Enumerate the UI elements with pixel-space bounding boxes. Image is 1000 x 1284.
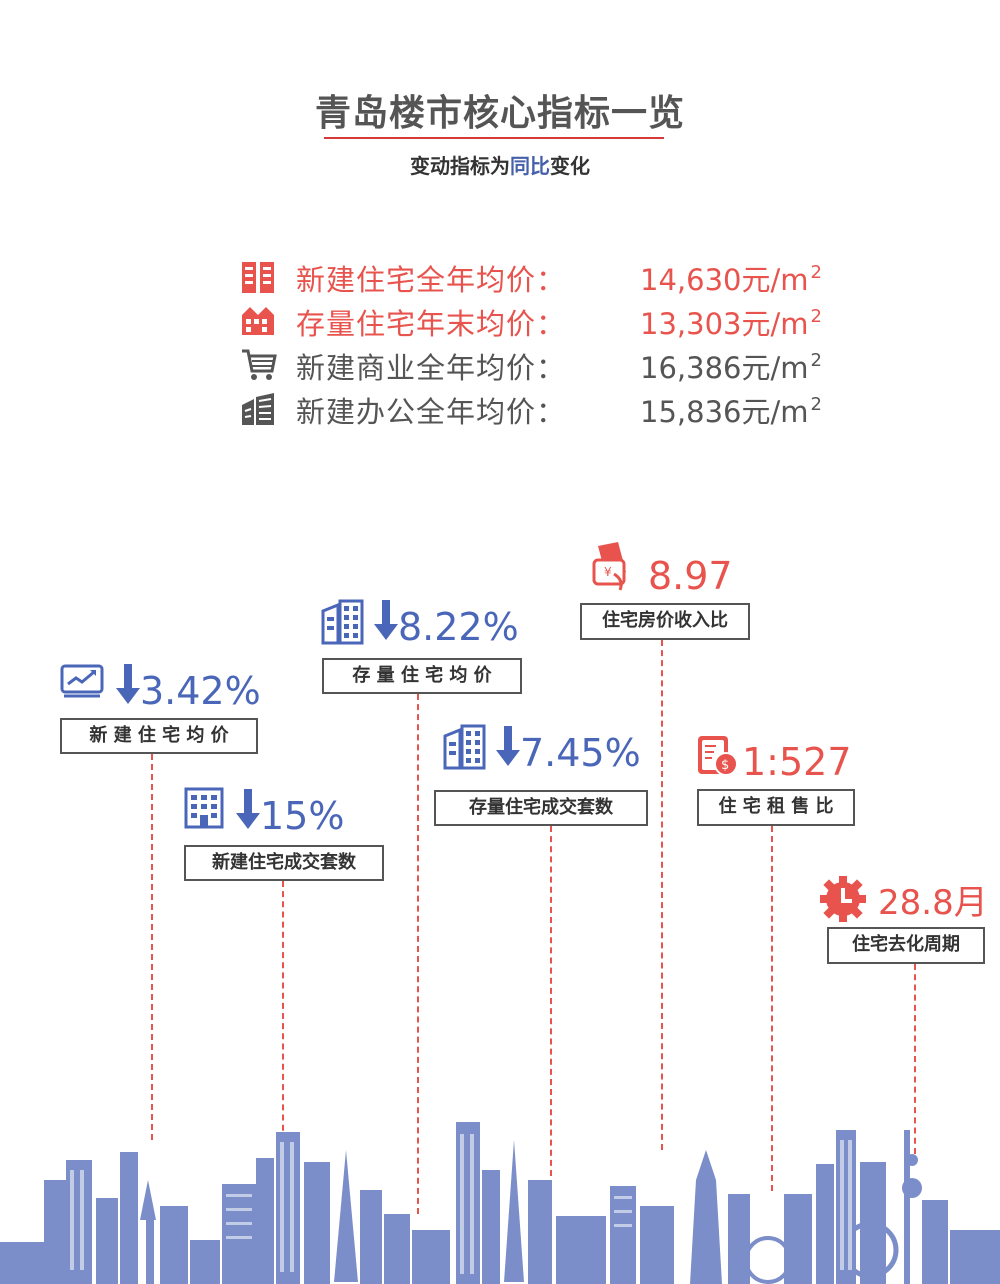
indicator-label-rent-sale: 住 宅 租 售 比 <box>697 789 855 826</box>
buildings-icon <box>321 599 364 645</box>
house-row-icon <box>242 307 274 335</box>
arrow-down-icon <box>374 600 398 640</box>
office-building-icon <box>242 393 274 425</box>
metric-row-new-office: 新建办公全年均价： 15,836元/m 2 <box>240 389 840 429</box>
metric-value: 15,836元/m 2 <box>640 394 822 429</box>
indicator-label-destock-cycle: 住宅去化周期 <box>827 927 985 964</box>
indicator-value-stock-res-price: 8.22% <box>374 600 519 646</box>
city-skyline-illustration <box>0 1122 1000 1284</box>
indicator-label-stock-res-price: 存 量 住 宅 均 价 <box>322 658 522 694</box>
connector-line <box>661 640 663 1150</box>
money-card-icon: ¥ <box>592 542 626 591</box>
clock-gear-icon <box>820 876 866 922</box>
indicator-value-new-res-volume: 15% <box>236 789 344 835</box>
connector-line <box>550 826 552 1176</box>
indicator-label-stock-res-volume: 存量住宅成交套数 <box>434 790 648 826</box>
indicator-value-rent-sale: 1:527 <box>742 740 852 784</box>
page-title: 青岛楼市核心指标一览 <box>314 93 685 134</box>
arrow-down-icon <box>496 726 520 766</box>
svg-text:$: $ <box>721 758 729 773</box>
indicator-label-new-res-price: 新 建 住 宅 均 价 <box>60 718 258 754</box>
metric-label: 新建办公全年均价： <box>296 395 567 429</box>
connector-line <box>771 826 773 1191</box>
metric-label: 新建商业全年均价： <box>296 351 567 385</box>
indicator-value-new-res-price: 3.42% <box>116 664 261 710</box>
metric-label: 新建住宅全年均价： <box>296 263 567 297</box>
connector-line <box>151 754 153 1140</box>
metric-value: 13,303元/m 2 <box>640 306 822 341</box>
connector-line <box>914 964 916 1154</box>
arrow-down-icon <box>116 664 140 704</box>
connector-line <box>282 881 284 1151</box>
subtitle-highlight: 同比 <box>510 154 550 178</box>
apartment-icon <box>184 787 224 829</box>
metric-row-new-commercial: 新建商业全年均价： 16,386元/m 2 <box>240 345 840 385</box>
yen-book-icon: $ <box>698 736 738 776</box>
subtitle-prefix: 变动指标为 <box>410 154 510 178</box>
metric-value: 14,630元/m 2 <box>640 262 822 297</box>
indicator-value-price-income: 8.97 <box>648 554 733 598</box>
title-underline <box>324 137 664 139</box>
subtitle-suffix: 变化 <box>550 154 590 178</box>
indicator-value-destock-cycle: 28.8月 <box>878 883 988 923</box>
indicator-label-price-income: 住宅房价收入比 <box>580 603 750 640</box>
arrow-down-icon <box>236 789 260 829</box>
building-icon <box>242 262 274 293</box>
indicator-value-stock-res-volume: 7.45% <box>496 726 641 772</box>
metric-row-new-residential: 新建住宅全年均价： 14,630元/m 2 <box>240 257 840 297</box>
connector-line <box>417 694 419 1214</box>
svg-text:¥: ¥ <box>604 565 612 579</box>
page-subtitle: 变动指标为同比变化 <box>0 150 1000 179</box>
metric-value: 16,386元/m 2 <box>640 350 822 385</box>
indicator-label-new-res-volume: 新建住宅成交套数 <box>184 845 384 881</box>
metric-row-stock-residential: 存量住宅年末均价： 13,303元/m 2 <box>240 301 840 341</box>
buildings-icon <box>443 724 486 770</box>
trend-chart-icon <box>60 664 104 698</box>
metric-label: 存量住宅年末均价： <box>296 307 567 341</box>
shopping-cart-icon <box>242 349 277 380</box>
